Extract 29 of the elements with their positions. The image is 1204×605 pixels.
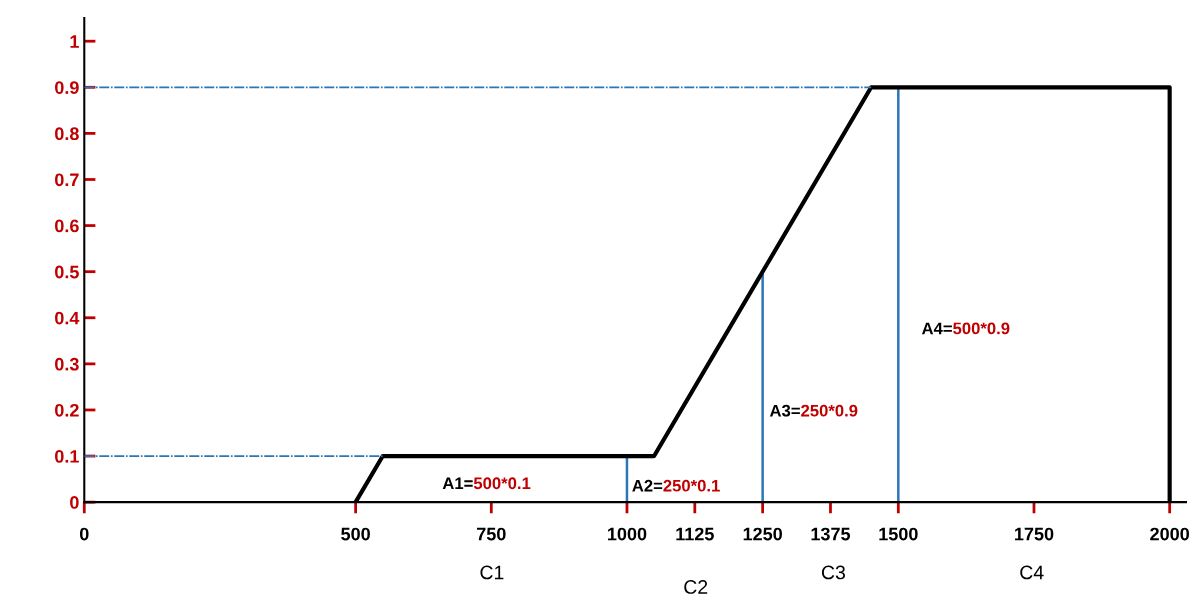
text: C3: [821, 565, 845, 580]
annotation: A3=250*0.9: [769, 404, 858, 417]
x-tick-label: 1125: [676, 527, 714, 541]
annotation: A4=500*0.9: [921, 322, 1010, 335]
y-tick-label: 0.3: [55, 357, 79, 371]
x-tick-label: 2000: [1150, 527, 1189, 541]
x-tick-label: 1750: [1015, 527, 1054, 541]
x-tick-label: 0: [79, 527, 89, 541]
y-tick-label: 0.2: [55, 403, 79, 417]
y-tick-label: 0: [70, 496, 79, 509]
x-tick-label: 750: [477, 527, 506, 541]
text: C1: [480, 565, 504, 580]
annotation: A1=500*0.1: [442, 477, 531, 490]
x-tick-label: 500: [341, 527, 370, 541]
x-tick-label: 1250: [743, 527, 782, 541]
y-tick-label: 0.9: [55, 81, 79, 95]
text: C4: [1020, 565, 1044, 580]
y-tick-label: 0.4: [55, 311, 80, 325]
x-tick-label: 1000: [608, 527, 647, 541]
text: C2: [684, 580, 708, 594]
y-tick-label: 0.7: [55, 173, 79, 187]
y-tick-label: 0.5: [55, 265, 79, 279]
y-tick-label: 0.8: [55, 127, 79, 141]
annotation: A2=250*0.1: [632, 479, 720, 492]
x-tick-label: 1375: [811, 527, 851, 541]
x-tick-label: 1500: [879, 527, 918, 541]
y-tick-label: 0.6: [55, 219, 79, 233]
y-tick-label: 0.1: [55, 449, 79, 463]
y-tick-label: 1: [70, 35, 79, 48]
